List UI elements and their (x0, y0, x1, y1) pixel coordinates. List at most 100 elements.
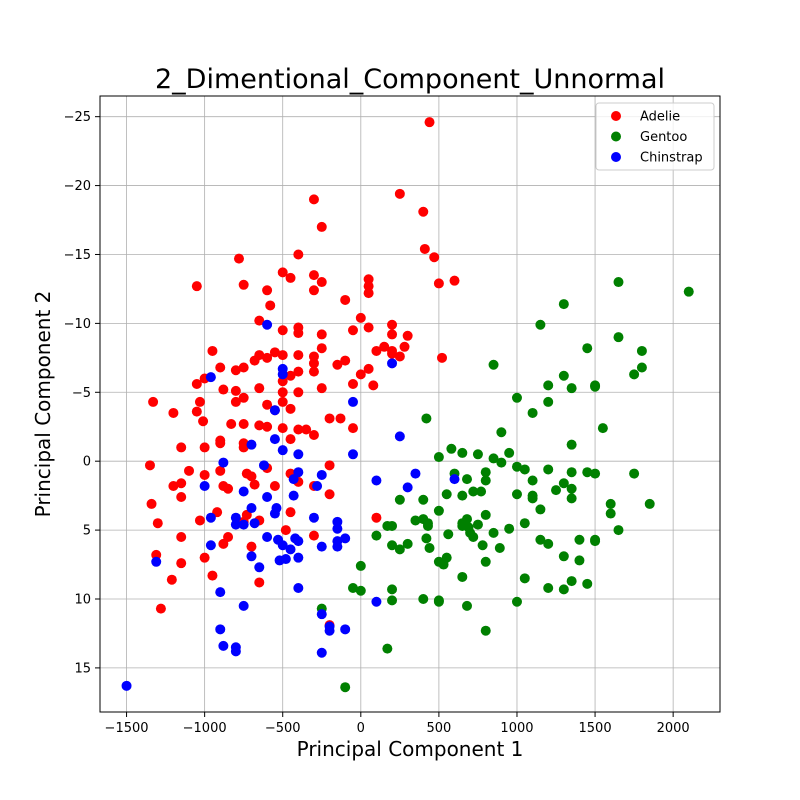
data-point-adelie (363, 363, 374, 374)
data-point-chinstrap (254, 562, 265, 573)
data-point-adelie (238, 392, 249, 403)
data-point-adelie (285, 507, 296, 518)
data-point-chinstrap (449, 474, 460, 485)
data-point-chinstrap (277, 369, 288, 380)
data-point-chinstrap (387, 358, 398, 369)
data-point-gentoo (462, 474, 473, 485)
data-point-adelie (387, 329, 398, 340)
data-point-chinstrap (215, 624, 226, 635)
data-point-gentoo (629, 369, 640, 380)
data-point-gentoo (480, 467, 491, 478)
data-point-gentoo (558, 551, 569, 562)
plot-frame (99, 95, 721, 713)
data-point-adelie (363, 274, 374, 285)
data-point-gentoo (472, 449, 483, 460)
data-point-gentoo (371, 530, 382, 541)
data-point-gentoo (410, 515, 421, 526)
data-point-gentoo (480, 625, 491, 636)
data-point-adelie (394, 188, 405, 199)
data-point-adelie (152, 518, 163, 529)
data-point-gentoo (468, 486, 479, 497)
data-point-chinstrap (340, 624, 351, 635)
data-point-gentoo (574, 534, 585, 545)
data-point-chinstrap (238, 486, 249, 497)
data-point-adelie (308, 366, 319, 377)
data-point-gentoo (441, 489, 452, 500)
data-point-adelie (254, 420, 265, 431)
data-point-gentoo (394, 544, 405, 555)
y-tick-label: −15 (64, 248, 91, 263)
data-point-adelie (194, 515, 205, 526)
data-point-chinstrap (246, 551, 257, 562)
data-point-gentoo (613, 332, 624, 343)
data-point-adelie (433, 278, 444, 289)
data-point-adelie (166, 574, 177, 585)
data-point-gentoo (468, 531, 479, 542)
data-point-chinstrap (324, 625, 335, 636)
data-point-chinstrap (316, 609, 327, 620)
data-point-gentoo (421, 413, 432, 424)
data-point-chinstrap (316, 541, 327, 552)
data-point-gentoo (566, 483, 577, 494)
data-point-adelie (148, 396, 159, 407)
data-point-adelie (191, 379, 202, 390)
data-points (121, 117, 694, 693)
data-point-gentoo (543, 538, 554, 549)
data-point-adelie (324, 460, 335, 471)
legend-box (595, 102, 715, 171)
data-point-adelie (280, 525, 291, 536)
data-point-gentoo (382, 643, 393, 654)
data-point-gentoo (566, 493, 577, 504)
data-point-gentoo (387, 584, 398, 595)
data-point-gentoo (496, 427, 507, 438)
data-point-gentoo (535, 319, 546, 330)
data-point-adelie (265, 300, 276, 311)
data-point-adelie (347, 423, 358, 434)
data-point-chinstrap (277, 445, 288, 456)
data-point-chinstrap (293, 449, 304, 460)
data-point-adelie (301, 424, 312, 435)
y-axis-label: Principal Component 2 (31, 291, 55, 518)
data-point-gentoo (480, 475, 491, 486)
data-point-gentoo (424, 543, 435, 554)
data-point-adelie (155, 603, 166, 614)
data-point-chinstrap (332, 523, 343, 534)
data-point-adelie (238, 279, 249, 290)
data-point-adelie (277, 267, 288, 278)
data-point-adelie (371, 512, 382, 523)
data-point-adelie (324, 413, 335, 424)
data-point-adelie (332, 359, 343, 370)
data-point-adelie (277, 350, 288, 361)
data-point-adelie (340, 355, 351, 366)
data-point-gentoo (480, 509, 491, 520)
x-tick-label: −500 (265, 721, 301, 736)
data-point-adelie (335, 413, 346, 424)
data-point-adelie (368, 380, 379, 391)
data-point-adelie (419, 243, 430, 254)
data-point-gentoo (582, 578, 593, 589)
data-point-gentoo (519, 464, 530, 475)
data-point-chinstrap (262, 531, 273, 542)
data-point-adelie (277, 376, 288, 387)
data-point-chinstrap (230, 512, 241, 523)
data-point-gentoo (488, 527, 499, 538)
data-point-chinstrap (293, 552, 304, 563)
x-tick-label: 0 (357, 721, 365, 736)
data-point-adelie (194, 396, 205, 407)
data-point-gentoo (488, 359, 499, 370)
data-point-chinstrap (316, 469, 327, 480)
data-point-gentoo (462, 600, 473, 611)
data-point-adelie (324, 489, 335, 500)
data-point-gentoo (582, 343, 593, 354)
data-point-gentoo (394, 494, 405, 505)
data-point-chinstrap (269, 508, 280, 519)
data-point-chinstrap (246, 503, 257, 514)
data-point-adelie (308, 430, 319, 441)
data-point-gentoo (511, 461, 522, 472)
data-point-gentoo (597, 423, 608, 434)
data-point-gentoo (543, 582, 554, 593)
data-point-adelie (199, 552, 210, 563)
data-point-gentoo (582, 467, 593, 478)
data-point-gentoo (535, 504, 546, 515)
data-point-adelie (424, 117, 435, 128)
